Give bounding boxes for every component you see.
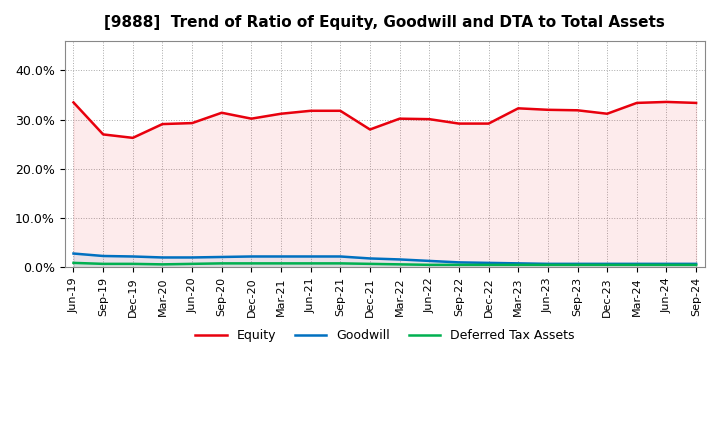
- Equity: [366, 127, 374, 132]
- Line: Deferred Tax Assets: Deferred Tax Assets: [73, 263, 696, 265]
- Goodwill: [366, 256, 374, 261]
- Goodwill: [485, 260, 493, 265]
- Equity: [158, 121, 167, 127]
- Equity: [217, 110, 226, 115]
- Deferred Tax Assets: [425, 262, 433, 268]
- Equity: [336, 108, 345, 114]
- Goodwill: [632, 261, 641, 267]
- Deferred Tax Assets: [366, 261, 374, 267]
- Deferred Tax Assets: [128, 261, 137, 267]
- Equity: [188, 121, 197, 126]
- Equity: [514, 106, 523, 111]
- Goodwill: [692, 261, 701, 267]
- Goodwill: [69, 251, 78, 256]
- Deferred Tax Assets: [99, 261, 107, 267]
- Deferred Tax Assets: [632, 262, 641, 268]
- Equity: [69, 100, 78, 105]
- Deferred Tax Assets: [485, 262, 493, 268]
- Equity: [662, 99, 671, 105]
- Equity: [485, 121, 493, 126]
- Deferred Tax Assets: [514, 262, 523, 268]
- Goodwill: [544, 261, 552, 267]
- Equity: [395, 116, 404, 121]
- Goodwill: [158, 255, 167, 260]
- Deferred Tax Assets: [603, 262, 611, 268]
- Goodwill: [188, 255, 197, 260]
- Equity: [632, 100, 641, 106]
- Legend: Equity, Goodwill, Deferred Tax Assets: Equity, Goodwill, Deferred Tax Assets: [190, 324, 580, 347]
- Equity: [454, 121, 463, 126]
- Equity: [306, 108, 315, 114]
- Deferred Tax Assets: [188, 261, 197, 267]
- Goodwill: [603, 261, 611, 267]
- Goodwill: [99, 253, 107, 259]
- Deferred Tax Assets: [217, 261, 226, 266]
- Deferred Tax Assets: [306, 261, 315, 266]
- Goodwill: [573, 261, 582, 267]
- Line: Goodwill: Goodwill: [73, 253, 696, 264]
- Goodwill: [128, 254, 137, 259]
- Deferred Tax Assets: [276, 261, 285, 266]
- Goodwill: [336, 254, 345, 259]
- Line: Equity: Equity: [73, 102, 696, 138]
- Goodwill: [662, 261, 671, 267]
- Deferred Tax Assets: [454, 262, 463, 268]
- Equity: [603, 111, 611, 116]
- Goodwill: [425, 258, 433, 264]
- Deferred Tax Assets: [544, 262, 552, 268]
- Goodwill: [217, 254, 226, 260]
- Deferred Tax Assets: [336, 261, 345, 266]
- Deferred Tax Assets: [158, 262, 167, 267]
- Deferred Tax Assets: [573, 262, 582, 268]
- Deferred Tax Assets: [395, 262, 404, 267]
- Goodwill: [454, 260, 463, 265]
- Deferred Tax Assets: [247, 261, 256, 266]
- Equity: [247, 116, 256, 121]
- Equity: [128, 135, 137, 140]
- Equity: [573, 108, 582, 113]
- Deferred Tax Assets: [662, 262, 671, 268]
- Title: [9888]  Trend of Ratio of Equity, Goodwill and DTA to Total Assets: [9888] Trend of Ratio of Equity, Goodwil…: [104, 15, 665, 30]
- Equity: [276, 111, 285, 116]
- Equity: [544, 107, 552, 113]
- Goodwill: [306, 254, 315, 259]
- Goodwill: [276, 254, 285, 259]
- Equity: [425, 117, 433, 122]
- Equity: [99, 132, 107, 137]
- Equity: [692, 100, 701, 106]
- Goodwill: [247, 254, 256, 259]
- Goodwill: [395, 257, 404, 262]
- Deferred Tax Assets: [692, 262, 701, 268]
- Goodwill: [514, 261, 523, 266]
- Deferred Tax Assets: [69, 260, 78, 265]
